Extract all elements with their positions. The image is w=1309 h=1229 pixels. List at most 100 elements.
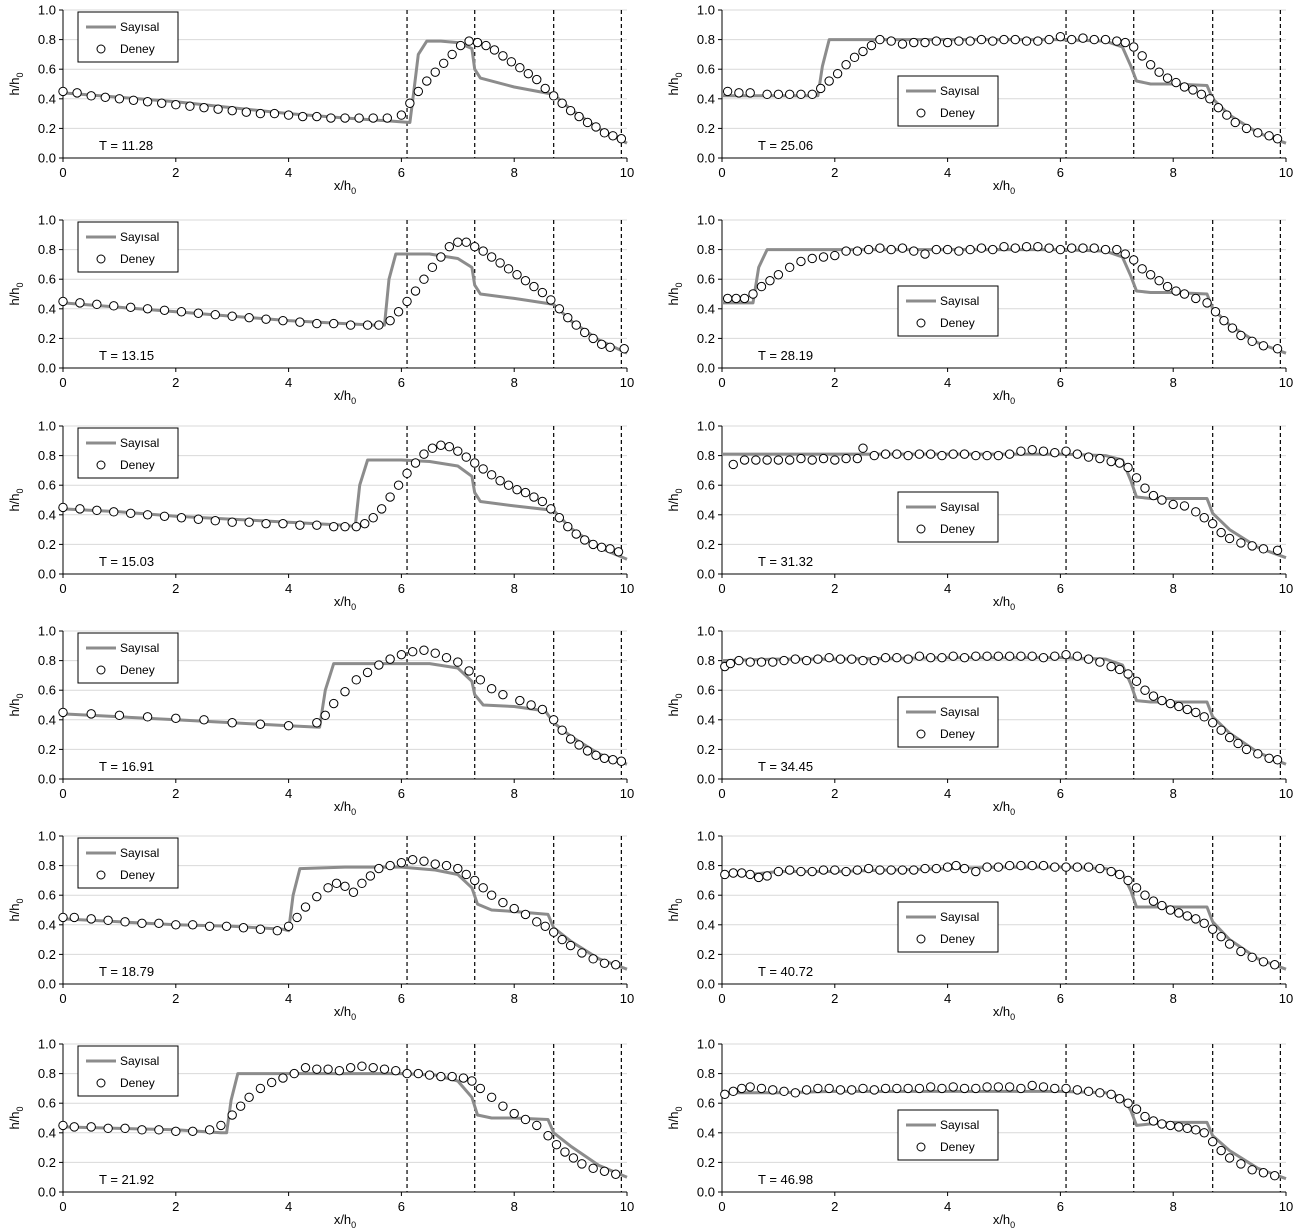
experiment-point <box>849 52 860 63</box>
experiment-point <box>1083 1086 1094 1097</box>
experiment-point <box>498 689 508 700</box>
experiment-point <box>351 521 361 532</box>
x-tick-label: 6 <box>1057 165 1064 180</box>
experiment-point <box>1157 1119 1167 1129</box>
time-label: T = 46.98 <box>758 1172 813 1187</box>
experiment-point <box>931 863 942 874</box>
experiment-point <box>616 756 627 766</box>
experiment-point <box>807 89 817 100</box>
experiment-point <box>1157 900 1167 911</box>
experiment-point <box>1044 243 1054 253</box>
legend-box <box>77 11 179 63</box>
legend-box <box>77 837 179 889</box>
y-tick-label: 0.6 <box>697 888 715 903</box>
experiment-point <box>278 1073 288 1083</box>
experiment-point <box>1247 1165 1257 1175</box>
experiment-point <box>532 1120 542 1131</box>
y-tick-label: 1.0 <box>697 213 715 228</box>
experiment-point <box>1222 110 1232 120</box>
y-tick-label: 0.2 <box>38 742 56 757</box>
experiment-point <box>1038 652 1049 663</box>
legend: Sayısal Deney <box>897 901 999 953</box>
y-tick-label: 0.4 <box>38 712 56 727</box>
legend-label-sayisal: Sayısal <box>120 641 159 655</box>
experiment-point <box>227 718 237 728</box>
legend-box <box>77 221 179 273</box>
time-label: T = 31.32 <box>758 554 813 569</box>
experiment-point <box>157 98 167 108</box>
y-tick-label: 0.0 <box>38 567 56 582</box>
y-tick-label: 0.2 <box>38 537 56 552</box>
y-tick-label: 0.4 <box>38 301 56 316</box>
experiment-point <box>737 868 747 878</box>
x-tick-label: 10 <box>1279 581 1293 596</box>
experiment-point <box>447 1071 457 1082</box>
experiment-point <box>422 76 432 86</box>
y-axis-label: h/h0 <box>666 282 684 305</box>
experiment-point <box>1258 957 1269 967</box>
experiment-point <box>959 652 970 663</box>
experiment-point <box>142 712 153 722</box>
experiment-point <box>999 241 1009 252</box>
experiment-point <box>807 253 817 264</box>
experiment-point <box>441 860 452 871</box>
experiment-point <box>1148 1116 1159 1126</box>
chart-panel: 0.00.20.40.60.81.00 2 4 6 8 10x/h0h/h0T = 28.… <box>666 213 1293 407</box>
experiment-point <box>784 455 795 465</box>
experiment-point <box>441 652 452 663</box>
experiment-point <box>486 890 497 900</box>
experiment-point <box>382 113 392 123</box>
experiment-point <box>393 307 404 317</box>
experiment-point <box>588 539 598 550</box>
experiment-point <box>103 1123 113 1134</box>
experiment-point <box>1061 862 1071 872</box>
x-axis-label-sub: 0 <box>1010 602 1015 612</box>
experiment-point <box>554 513 565 523</box>
y-axis-label: h/h0 <box>666 898 684 921</box>
x-axis-label-main: x/h <box>993 1004 1010 1019</box>
experiment-point <box>532 917 542 927</box>
experiment-point <box>784 89 795 100</box>
legend-label-sayisal: Sayısal <box>120 436 159 450</box>
y-tick-label: 0.0 <box>38 361 56 376</box>
experiment-point <box>455 40 466 51</box>
numeric-series-line <box>721 865 1287 971</box>
y-tick-label: 0.6 <box>38 1096 56 1111</box>
experiment-point <box>591 750 601 761</box>
legend: Sayısal Deney <box>77 632 179 684</box>
experiment-point <box>942 37 953 48</box>
experiment-point <box>1270 1171 1280 1181</box>
x-tick-label: 2 <box>831 1199 838 1214</box>
legend-label-deney: Deney <box>120 868 155 882</box>
experiment-point <box>529 492 539 502</box>
chart-panel: 0.00.20.40.60.81.00 2 4 6 8 10x/h0h/h0T = 40.… <box>666 829 1293 1023</box>
experiment-point <box>227 311 237 321</box>
experiment-point <box>869 655 879 666</box>
x-tick-label: 0 <box>718 581 725 596</box>
experiment-point <box>1202 298 1212 308</box>
experiment-point <box>1114 664 1125 675</box>
experiment-point <box>320 710 330 721</box>
experiment-point <box>464 36 474 46</box>
y-tick-label: 0.8 <box>38 653 56 668</box>
experiment-point <box>720 1089 730 1100</box>
experiment-point <box>734 655 744 666</box>
experiment-point <box>385 492 395 502</box>
legend-label-sayisal: Sayısal <box>120 846 159 860</box>
experiment-point <box>345 320 356 330</box>
experiment-point <box>120 1123 130 1134</box>
experiment-point <box>756 1083 767 1094</box>
experiment-point <box>574 111 584 122</box>
x-tick-label: 0 <box>718 165 725 180</box>
y-tick-label: 0.8 <box>38 1066 56 1081</box>
experiment-point <box>1174 701 1184 712</box>
experiment-point <box>731 293 741 304</box>
legend-box <box>897 696 999 748</box>
experiment-point <box>495 476 505 486</box>
experiment-point <box>540 921 550 931</box>
experiment-point <box>1066 243 1077 253</box>
experiment-point <box>312 520 322 530</box>
experiment-point <box>728 1086 738 1097</box>
experiment-point <box>312 318 322 329</box>
experiment-point <box>965 244 975 255</box>
